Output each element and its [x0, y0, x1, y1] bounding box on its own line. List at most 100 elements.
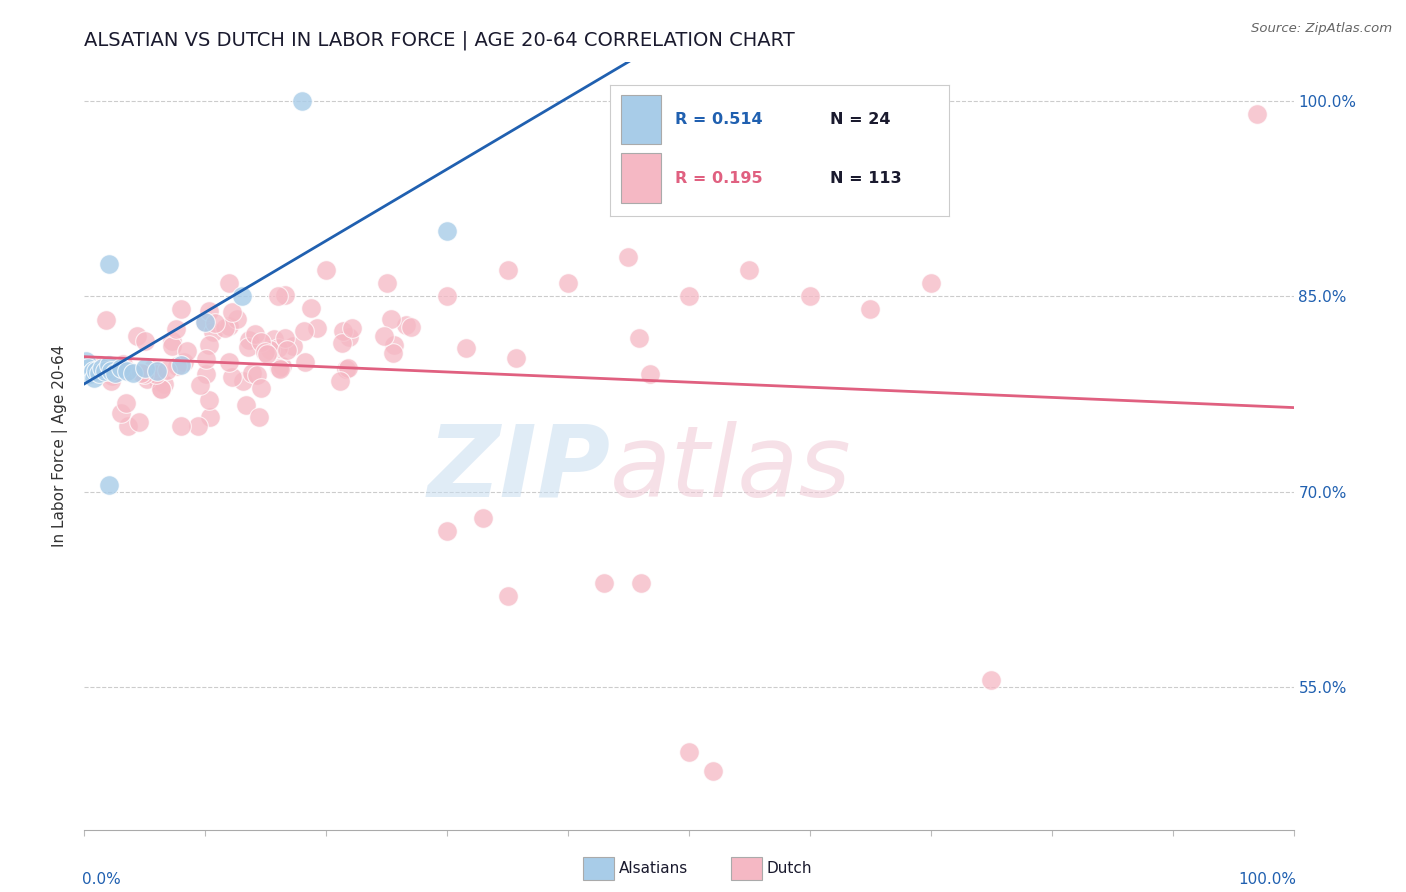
- Text: Source: ZipAtlas.com: Source: ZipAtlas.com: [1251, 22, 1392, 36]
- Point: [630, 575, 652, 590]
- Point: [75, 354, 97, 368]
- Point: [799, 289, 821, 303]
- Point: [505, 351, 527, 365]
- Point: [738, 263, 761, 277]
- Point: [149, 382, 172, 396]
- Point: [337, 330, 360, 344]
- Point: [628, 331, 651, 345]
- Point: [436, 524, 458, 538]
- Point: [336, 361, 359, 376]
- Point: [87, 366, 110, 380]
- Point: [253, 345, 276, 359]
- Point: [678, 289, 700, 303]
- Point: [134, 334, 156, 348]
- Point: [82, 363, 104, 377]
- Point: [214, 321, 236, 335]
- Point: [329, 374, 352, 388]
- Point: [94, 312, 117, 326]
- Point: [77, 361, 100, 376]
- Y-axis label: In Labor Force | Age 20-64: In Labor Force | Age 20-64: [52, 345, 69, 547]
- Point: [104, 366, 127, 380]
- Point: [129, 366, 152, 380]
- Point: [231, 289, 253, 303]
- Point: [218, 318, 240, 333]
- Point: [335, 361, 357, 376]
- Point: [557, 277, 579, 291]
- Point: [194, 316, 217, 330]
- Point: [232, 374, 254, 388]
- Point: [281, 339, 304, 353]
- Point: [240, 366, 263, 380]
- Point: [187, 419, 209, 434]
- Text: ALSATIAN VS DUTCH IN LABOR FORCE | AGE 20-64 CORRELATION CHART: ALSATIAN VS DUTCH IN LABOR FORCE | AGE 2…: [84, 30, 796, 50]
- Point: [197, 337, 219, 351]
- Point: [153, 376, 176, 391]
- Point: [256, 347, 278, 361]
- Point: [249, 335, 271, 350]
- Point: [980, 673, 1002, 687]
- Point: [221, 370, 243, 384]
- Point: [226, 312, 249, 326]
- Point: [920, 277, 942, 291]
- Point: [274, 331, 297, 345]
- Point: [299, 301, 322, 315]
- Point: [145, 367, 167, 381]
- Point: [156, 363, 179, 377]
- Point: [678, 745, 700, 759]
- Point: [218, 277, 240, 291]
- Point: [160, 339, 183, 353]
- Point: [173, 354, 195, 368]
- Point: [83, 371, 105, 385]
- Point: [401, 320, 423, 334]
- Point: [375, 277, 398, 291]
- Point: [162, 334, 184, 348]
- Point: [89, 358, 111, 372]
- Point: [197, 392, 219, 407]
- Point: [142, 360, 165, 375]
- Point: [132, 367, 155, 381]
- Point: [101, 368, 124, 383]
- Point: [496, 589, 519, 603]
- Point: [221, 305, 243, 319]
- Point: [250, 381, 273, 395]
- Point: [91, 361, 114, 376]
- Point: [117, 419, 139, 434]
- Point: [146, 363, 169, 377]
- Point: [246, 368, 269, 382]
- Point: [166, 359, 188, 374]
- Point: [97, 478, 120, 492]
- Point: [267, 289, 290, 303]
- Point: [146, 374, 169, 388]
- Point: [291, 95, 314, 109]
- Point: [112, 357, 135, 371]
- Point: [97, 257, 120, 271]
- Point: [198, 409, 221, 424]
- Text: atlas: atlas: [610, 420, 852, 517]
- Point: [267, 341, 290, 355]
- Point: [340, 321, 363, 335]
- Point: [382, 338, 405, 352]
- Point: [330, 335, 353, 350]
- Point: [110, 361, 132, 376]
- Point: [115, 363, 138, 377]
- Point: [472, 510, 495, 524]
- Point: [170, 359, 193, 373]
- Point: [117, 364, 139, 378]
- Point: [97, 359, 120, 373]
- Point: [170, 419, 193, 434]
- Point: [315, 263, 337, 277]
- Point: [202, 326, 225, 340]
- Point: [204, 316, 226, 330]
- Point: [270, 359, 292, 374]
- Point: [436, 224, 458, 238]
- Point: [150, 382, 173, 396]
- Point: [197, 304, 219, 318]
- Point: [247, 409, 270, 424]
- Text: 0.0%: 0.0%: [82, 871, 121, 887]
- Point: [238, 333, 260, 347]
- Point: [305, 320, 328, 334]
- Text: Dutch: Dutch: [766, 862, 811, 876]
- Point: [194, 367, 217, 381]
- Point: [395, 318, 418, 333]
- Point: [79, 368, 101, 382]
